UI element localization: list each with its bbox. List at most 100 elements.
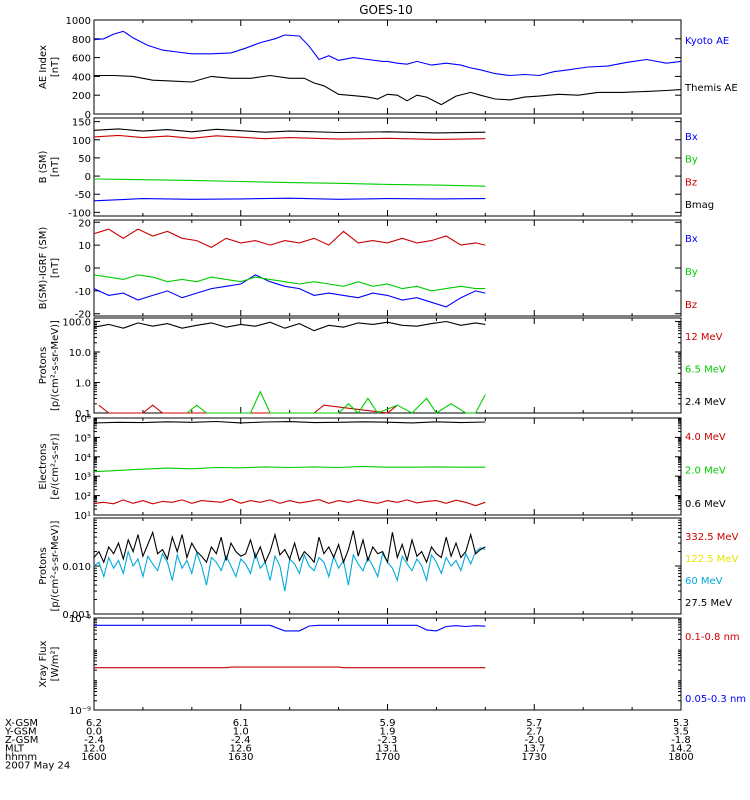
legend-entry: 0.6 MeV [685, 499, 726, 510]
y-tick-label: -50 [75, 190, 91, 201]
panel-3: -20 -10 0 10 20 B(SM)-IGRF (SM) [nT] Bx By Bz [38, 218, 698, 320]
x-row-label: X-GSM [5, 718, 38, 729]
series-line-kyoto-ae [93, 30, 682, 77]
x-row-label: hhmm [5, 752, 37, 763]
series-line-2-0-mev [93, 465, 486, 473]
y-tick-label: 150 [72, 118, 91, 129]
series-line-60-mev [93, 547, 486, 592]
y-tick-label: 100.0 [62, 317, 91, 328]
y-tick-label: 0 [85, 264, 91, 275]
x-row-value: 12.6 [230, 744, 252, 755]
series-line-by [93, 178, 486, 187]
y-tick-label: -100 [68, 208, 91, 219]
y-axis-label: [p/(cm²-s-sr-MeV)] [50, 320, 61, 411]
y-tick-label: 600 [72, 54, 91, 65]
series-line-2-4-mev [93, 320, 486, 332]
panel-7: 10⁻⁹ 10⁻⁶ Xray Flux [W/m²] 0.1-0.8 nm 0.05-0.… [38, 614, 746, 717]
legend-entry: 0.05-0.3 nm [685, 694, 746, 705]
y-tick-label: 10⁶ [74, 414, 91, 425]
legend-entry: 122.5 MeV [685, 554, 739, 565]
x-row-value: 0.0 [86, 727, 102, 738]
y-axis-label: [nT] [50, 258, 61, 278]
series-line-27-5-mev [93, 530, 486, 565]
y-tick-label: 400 [72, 72, 91, 83]
panel-frame [93, 617, 682, 711]
y-tick-label: 50 [78, 154, 91, 165]
legend-entry: 12 MeV [685, 332, 723, 343]
y-tick-label: 0.010 [62, 562, 91, 573]
y-tick-label: 10⁻⁶ [69, 614, 91, 625]
panel-frame [93, 219, 682, 317]
y-tick-label: 10⁴ [74, 453, 91, 464]
y-axis-label: Electrons [38, 443, 49, 489]
x-row-value: 5.9 [380, 718, 396, 729]
y-axis-label: [nT] [50, 57, 61, 77]
y-axis-label: B(SM)-IGRF (SM) [38, 227, 49, 310]
x-axis-rows: X-GSM 6.2 6.1 5.9 5.7 5.3 Y-GSM 0.0 1.0 1.9 2.7 3.5… [4, 718, 694, 772]
series-line-themis-ae [94, 74, 682, 106]
y-axis-label: Protons [38, 347, 49, 384]
x-row-value: 1730 [522, 752, 547, 763]
x-row-label: Y-GSM [4, 727, 37, 738]
panel-5: 10¹ 10² 10³ 10⁴ 10⁵ 10⁶ Electrons [e/(cm²-s-sr)… [38, 414, 726, 522]
y-tick-label: 0.001 [62, 610, 91, 621]
y-tick-label: 10⁻⁹ [69, 706, 91, 717]
panel-frame [93, 117, 682, 217]
chart-title: GOES-10 [359, 3, 413, 17]
legend-entry: Bz [685, 300, 697, 311]
x-row-value: 3.5 [673, 727, 689, 738]
x-row-value: -1.8 [671, 735, 691, 746]
x-row-value: 1630 [228, 752, 253, 763]
legend-entry: Kyoto AE [685, 36, 729, 47]
y-axis-label: [e/(cm²-s-sr)] [50, 433, 61, 499]
x-row-value: 6.2 [86, 718, 102, 729]
x-row-value: 2.7 [526, 727, 542, 738]
y-tick-label: 10.0 [69, 348, 91, 359]
y-axis-label: [p/(cm²-s-sr-MeV)] [50, 520, 61, 611]
x-row-label: Z-GSM [5, 735, 38, 746]
y-tick-label: 20 [78, 218, 91, 229]
legend-entry: 332.5 MeV [685, 532, 739, 543]
x-row-value: -2.4 [231, 735, 251, 746]
legend-entry: 4.0 MeV [685, 432, 726, 443]
series-line-bx [93, 274, 486, 308]
x-row-value: 14.2 [670, 744, 692, 755]
y-axis-label: Protons [38, 547, 49, 584]
x-row-value: 1800 [668, 752, 693, 763]
x-row-value: -2.3 [378, 735, 398, 746]
x-row-value: 5.7 [526, 718, 542, 729]
y-tick-label: 100 [72, 136, 91, 147]
panel-4: 0.1 1.0 10.0 100.0 Protons [p/(cm²-s-sr-MeV)]… [38, 317, 726, 420]
y-tick-label: 200 [72, 91, 91, 102]
y-tick-label: -20 [75, 310, 91, 321]
x-row-value: 5.3 [673, 718, 689, 729]
y-axis-label: [W/m²] [50, 646, 61, 681]
y-tick-label: 0 [85, 172, 91, 183]
series-line-0-1-0-8-nm [94, 666, 486, 669]
y-tick-label: 0.1 [75, 409, 91, 420]
y-axis-label: B (SM) [38, 150, 49, 183]
series-line-by [93, 274, 486, 292]
legend-entry: 60 MeV [685, 576, 723, 587]
y-tick-label: 1.0 [75, 378, 91, 389]
y-tick-label: 10¹ [74, 511, 91, 522]
x-row-value: 13.7 [523, 744, 545, 755]
y-axis-label: AE Index [38, 45, 49, 89]
y-tick-label: 800 [72, 35, 91, 46]
series-line-0-05-0-3-nm [94, 624, 486, 632]
y-tick-label: 10⁵ [74, 433, 91, 444]
x-row-value: 1.0 [233, 727, 249, 738]
y-tick-label: 10 [78, 241, 91, 252]
legend-entry: By [685, 155, 698, 166]
y-tick-label: 1000 [66, 16, 91, 27]
series-line-bmag [93, 128, 486, 134]
x-row-value: 1.9 [380, 727, 396, 738]
series-line-4-0-mev [93, 498, 486, 507]
x-row-value: 6.1 [233, 718, 249, 729]
x-row-value: 12.0 [83, 744, 105, 755]
series-line-bz [93, 228, 486, 249]
legend-entry: Bx [685, 234, 698, 245]
series-line-12-mev [98, 404, 398, 414]
panel-2: -100 -50 0 50 100 150 B (SM) [nT] Bx By Bz Bmag [38, 117, 714, 219]
